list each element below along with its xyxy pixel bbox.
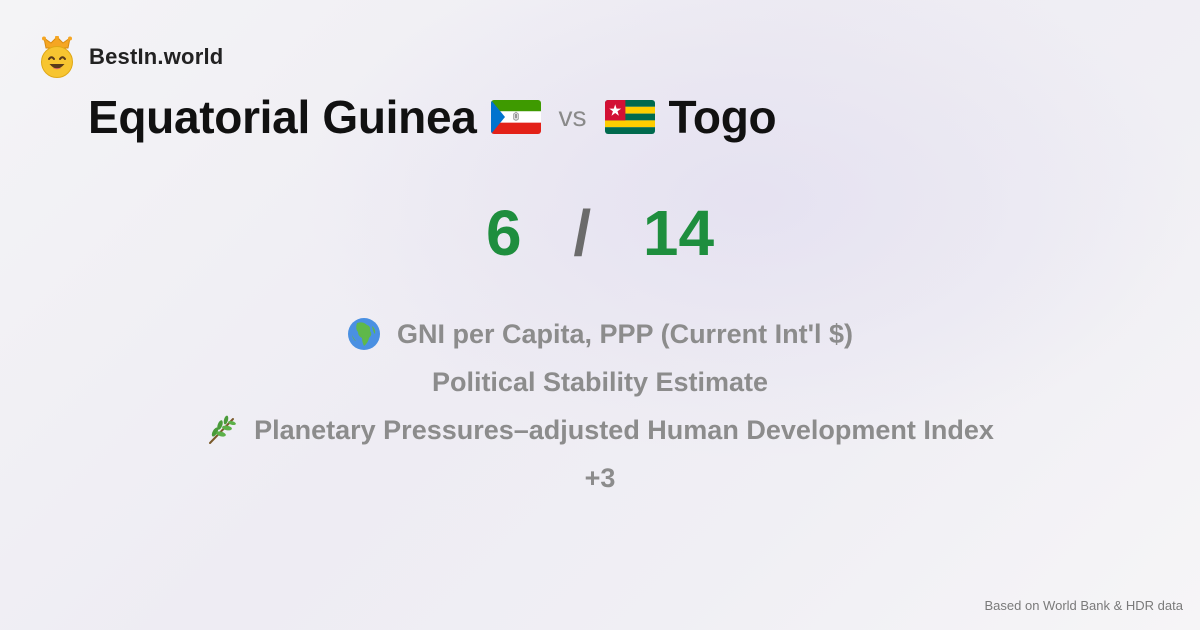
comparison-title: Equatorial Guinea vs Togo [88, 86, 777, 148]
globe-africa-icon [348, 318, 380, 350]
crowned-smiley-icon [41, 36, 73, 78]
metrics-list: GNI per Capita, PPP (Current Int'l $) Po… [0, 310, 1200, 502]
togo-flag-icon [604, 100, 655, 134]
score-separator: / [573, 197, 592, 269]
brand[interactable]: BestIn.world [38, 36, 223, 78]
metric-label: Political Stability Estimate [431, 366, 769, 397]
vs-label: vs [558, 101, 587, 132]
herb-icon [209, 415, 237, 444]
equatorial-guinea-flag-icon [490, 100, 541, 134]
data-source-note: Based on World Bank & HDR data [984, 598, 1183, 613]
metric-label: +3 [584, 462, 616, 493]
metric-item[interactable]: GNI per Capita, PPP (Current Int'l $) [0, 310, 1200, 358]
country-b-name[interactable]: Togo [668, 91, 777, 143]
country-a-name[interactable]: Equatorial Guinea [88, 91, 477, 143]
metric-item[interactable]: Planetary Pressures–adjusted Human Devel… [0, 406, 1200, 454]
score-summary: 6 / 14 [0, 196, 1200, 270]
brand-name: BestIn.world [89, 44, 224, 69]
metric-label: GNI per Capita, PPP (Current Int'l $) [397, 318, 853, 349]
metric-item[interactable]: Political Stability Estimate [0, 358, 1200, 406]
metric-label: Planetary Pressures–adjusted Human Devel… [254, 414, 994, 445]
score-a: 6 [485, 197, 522, 269]
score-b: 14 [642, 197, 715, 269]
more-metrics-count[interactable]: +3 [0, 454, 1200, 502]
